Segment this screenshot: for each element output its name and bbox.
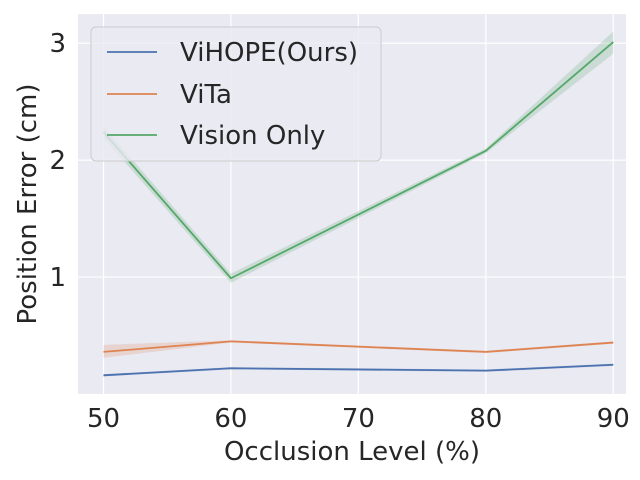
x-tick-label-60: 60: [214, 404, 247, 434]
y-tick-label-1: 1: [49, 263, 66, 293]
legend-label-vision-only: Vision Only: [180, 121, 325, 151]
series-line-vita: [103, 340, 614, 353]
legend-box: [90, 26, 382, 162]
y-tick-label-2: 2: [49, 146, 66, 176]
x-tick-label-70: 70: [342, 404, 375, 434]
x-axis-label: Occlusion Level (%): [224, 437, 480, 467]
x-tick-label-90: 90: [597, 404, 630, 434]
band-vita: [103, 340, 614, 358]
series-line-vision-only: [102, 41, 614, 280]
legend: ViHOPE(Ours) ViTa Vision Only: [90, 26, 382, 162]
x-tick-label-50: 50: [87, 404, 120, 434]
legend-label-vita: ViTa: [180, 80, 232, 110]
y-tick-label-3: 3: [49, 29, 66, 59]
y-axis-label: Position Error (cm): [13, 83, 43, 324]
legend-label-vihope: ViHOPE(Ours): [180, 38, 358, 68]
x-tick-label-80: 80: [469, 404, 502, 434]
series-lines: [102, 41, 614, 377]
tick-labels: 50 60 70 80 90 1 2 3: [49, 29, 629, 434]
series-line-vihope-ours: [103, 363, 614, 377]
